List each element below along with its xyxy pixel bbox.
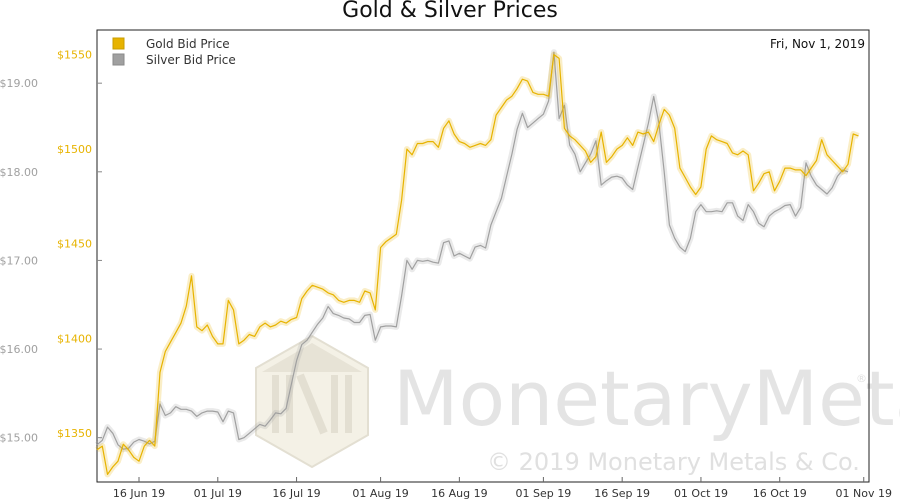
x-tick-label: 01 Sep 19 bbox=[516, 487, 572, 500]
left-tick-label: $17.00 bbox=[0, 254, 38, 267]
series-layer bbox=[95, 49, 860, 478]
x-tick-label: 16 Jun 19 bbox=[113, 487, 165, 500]
left-tick-label: $15.00 bbox=[0, 432, 38, 445]
left-tick-label: $19.00 bbox=[0, 77, 38, 90]
gold-price-line bbox=[96, 54, 859, 475]
monetary-metals-logo bbox=[255, 334, 369, 469]
watermark-registered: ® bbox=[856, 372, 867, 385]
x-tick-label: 16 Jul 19 bbox=[272, 487, 320, 500]
gold-tick-label: $1400 bbox=[57, 332, 92, 345]
right-axis: $1350 $1400 $1450 $1500 $1550 bbox=[57, 49, 92, 440]
gold-tick-label: $1450 bbox=[57, 238, 92, 251]
left-axis: $15.00 $16.00 $17.00 $18.00 $19.00 bbox=[0, 77, 102, 445]
legend-item-silver: Silver Bid Price bbox=[112, 53, 236, 67]
plot-frame bbox=[96, 29, 870, 483]
gold-tick-label: $1500 bbox=[57, 143, 92, 156]
legend-item-gold: Gold Bid Price bbox=[112, 37, 230, 51]
x-axis: 16 Jun 19 01 Jul 19 16 Jul 19 01 Aug 19 16 A… bbox=[113, 477, 892, 500]
x-tick-label: 16 Aug 19 bbox=[431, 487, 487, 500]
x-tick-label: 01 Nov 19 bbox=[836, 487, 892, 500]
legend: Gold Bid Price Silver Bid Price bbox=[112, 37, 236, 67]
left-tick-label: $16.00 bbox=[0, 343, 38, 356]
legend-swatch-silver bbox=[112, 53, 125, 66]
x-tick-label: 01 Aug 19 bbox=[352, 487, 408, 500]
gold-tick-label: $1550 bbox=[57, 49, 92, 62]
x-tick-label: 16 Sep 19 bbox=[594, 487, 650, 500]
chart-title: Gold & Silver Prices bbox=[342, 0, 558, 23]
legend-label-silver: Silver Bid Price bbox=[146, 53, 236, 67]
silver-price-line bbox=[96, 51, 849, 450]
x-tick-label: 01 Oct 19 bbox=[674, 487, 728, 500]
x-tick-label: 16 Oct 19 bbox=[753, 487, 807, 500]
left-tick-label: $18.00 bbox=[0, 166, 38, 179]
legend-swatch-gold bbox=[112, 37, 125, 50]
x-tick-label: 01 Jul 19 bbox=[194, 487, 242, 500]
gold-tick-label: $1350 bbox=[57, 427, 92, 440]
date-label: Fri, Nov 1, 2019 bbox=[770, 37, 865, 51]
watermark-copyright: © 2019 Monetary Metals & Co. bbox=[487, 448, 860, 476]
legend-label-gold: Gold Bid Price bbox=[146, 37, 230, 51]
